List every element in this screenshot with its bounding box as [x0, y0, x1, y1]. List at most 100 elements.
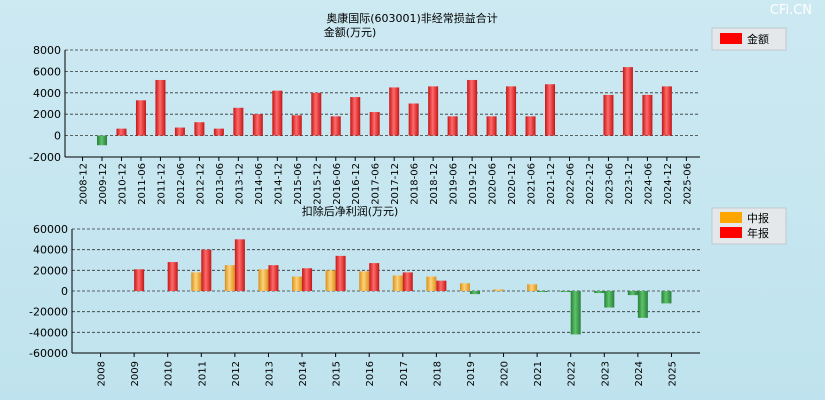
x-tick-label: 2010-12: [117, 163, 128, 205]
x-tick-label: 2017-06: [371, 163, 382, 205]
x-tick-label: 2021-06: [527, 163, 538, 205]
y-tick-label: 2000: [33, 108, 61, 121]
x-tick-label: 2011: [197, 361, 208, 386]
bar-2023-12: [622, 67, 633, 136]
annual-bar-2012: [234, 239, 245, 291]
bar-2017-12: [389, 87, 400, 136]
bar-2013-12: [233, 107, 244, 136]
interim-bar-2011: [191, 272, 202, 291]
x-tick-label: 2024-12: [663, 163, 674, 205]
bar-2012-06: [174, 127, 185, 136]
x-tick-label: 2016: [365, 361, 376, 386]
x-tick-label: 2015: [332, 361, 343, 386]
bar-2012-12: [194, 122, 205, 136]
chart1-legend: 金额: [711, 27, 787, 51]
x-tick-label: 2012-12: [195, 163, 206, 205]
chart1-subtitle: 金额(万元): [324, 25, 377, 39]
chart2-y-tick-labels: 60000 40000 20000 0 -20000 -40000 -60000: [29, 223, 68, 360]
interim-bar-2013: [258, 269, 269, 291]
annual-bar-2018: [436, 280, 447, 291]
x-tick-label: 2017-12: [390, 163, 401, 205]
x-tick-label: 2024-06: [643, 163, 654, 205]
x-tick-label: 2019-06: [449, 163, 460, 205]
legend-label-amount: 金额: [747, 32, 769, 46]
interim-bar-2018: [426, 276, 437, 291]
y-tick-label: 0: [61, 285, 68, 298]
x-tick-label: 2012-06: [176, 163, 187, 205]
interim-bar-2020: [493, 289, 504, 291]
x-tick-label: 2022: [567, 361, 578, 386]
x-tick-label: 2021: [533, 361, 544, 386]
bar-2016-12: [350, 97, 361, 136]
watermark: CFi.CN: [770, 3, 812, 18]
x-tick-label: 2014-06: [254, 163, 265, 205]
x-tick-label: 2013: [264, 361, 275, 386]
bar-2016-06: [330, 116, 341, 136]
y-tick-label: -60000: [29, 347, 68, 360]
x-tick-label: 2009-12: [98, 163, 109, 205]
chart1-bars: [97, 67, 672, 146]
annual-bar-2014: [302, 268, 313, 291]
x-tick-label: 2021-12: [546, 163, 557, 205]
annual-bar-2015: [335, 255, 346, 291]
x-tick-label: 2013-06: [215, 163, 226, 205]
bar-2017-06: [369, 112, 380, 136]
x-tick-label: 2018-06: [410, 163, 421, 205]
bar-2014-12: [272, 90, 283, 136]
x-tick-label: 2022-12: [585, 163, 596, 205]
y-tick-label: 60000: [33, 223, 68, 236]
annual-bar-2009: [134, 269, 145, 291]
legend-label-interim: 中报: [747, 211, 769, 225]
x-tick-label: 2020-06: [488, 163, 499, 205]
x-tick-label: 2010: [164, 361, 175, 386]
bar-2014-06: [252, 114, 263, 136]
x-tick-label: 2013-12: [234, 163, 245, 205]
bar-2009-12: [97, 135, 108, 146]
x-tick-label: 2016-12: [351, 163, 362, 205]
legend-swatch-interim: [720, 212, 742, 223]
x-tick-label: 2024: [634, 361, 645, 386]
x-tick-label: 2025: [667, 361, 678, 386]
chart1-grid: [64, 49, 700, 158]
x-tick-label: 2022-06: [565, 163, 576, 205]
x-tick-label: 2014-12: [273, 163, 284, 205]
annual-bar-2010: [167, 262, 178, 291]
legend-swatch-amount: [720, 33, 742, 44]
bar-2010-12: [116, 128, 127, 136]
annual-bar-2016: [369, 263, 380, 291]
interim-bar-2024: [627, 291, 638, 296]
interim-bar-2022: [560, 291, 571, 293]
legend-label-annual: 年报: [747, 226, 769, 240]
annual-bar-2023: [604, 291, 615, 308]
bar-2018-06: [408, 103, 419, 136]
x-tick-label: 2008-12: [79, 163, 90, 205]
bar-2015-06: [291, 115, 302, 136]
bar-2019-12: [467, 79, 478, 136]
x-tick-label: 2016-06: [332, 163, 343, 205]
chart1-title: 奥康国际(603001)非经常损益合计: [326, 11, 498, 25]
x-tick-label: 2012: [231, 361, 242, 386]
bar-2015-12: [311, 92, 322, 136]
interim-bar-2017: [392, 275, 403, 291]
chart2-grid: [71, 228, 700, 354]
y-tick-label: -20000: [29, 306, 68, 319]
chart2-x-tick-labels: 2008 2009 2010 2011 2012 2013 2014 2015 2016 2017…: [97, 353, 678, 386]
annual-bar-2021: [537, 291, 548, 293]
interim-bar-2025: [661, 291, 672, 304]
interim-bar-2023: [594, 291, 605, 294]
x-tick-label: 2008: [97, 361, 108, 386]
x-tick-label: 2020: [500, 361, 511, 386]
annual-bar-2019: [469, 291, 480, 295]
x-tick-label: 2023-06: [604, 163, 615, 205]
bar-2013-06: [213, 128, 224, 136]
y-tick-label: 6000: [33, 65, 61, 78]
x-tick-label: 2019-12: [468, 163, 479, 205]
y-tick-label: 20000: [33, 264, 68, 277]
x-tick-label: 2015-06: [293, 163, 304, 205]
interim-bar-2015: [325, 270, 336, 291]
legend-swatch-annual: [720, 227, 742, 238]
interim-bar-2016: [359, 271, 370, 291]
bar-2011-06: [135, 100, 146, 136]
x-tick-label: 2017: [399, 361, 410, 386]
